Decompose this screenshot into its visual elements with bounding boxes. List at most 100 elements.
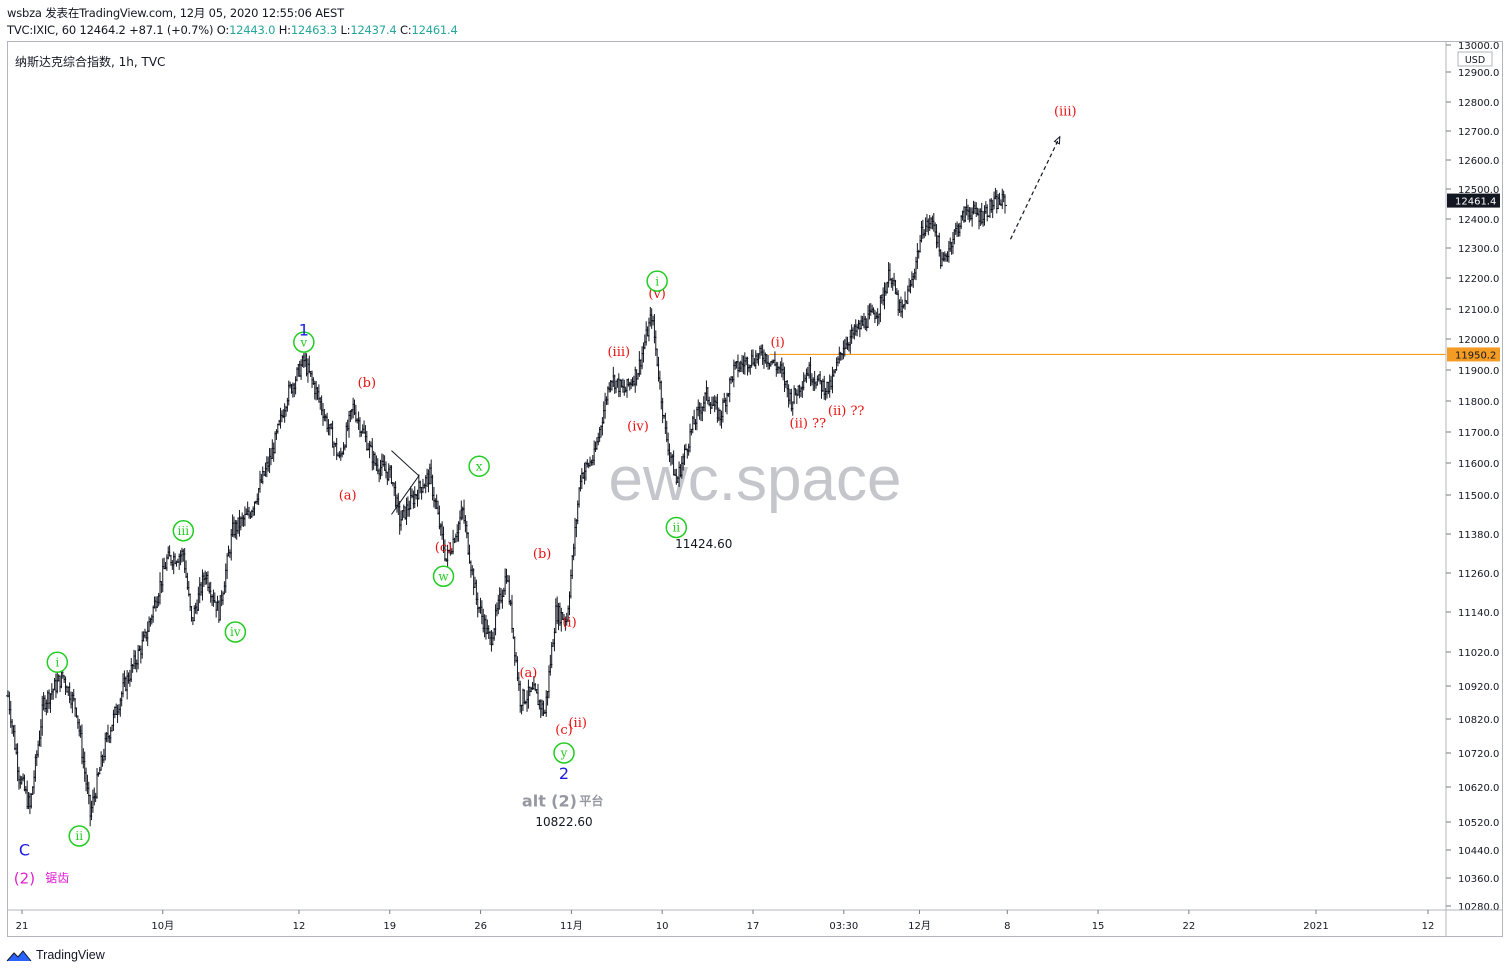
wave-label-text: i bbox=[655, 274, 659, 288]
wave-label-text: 1 bbox=[299, 321, 309, 340]
wave-label-text: y bbox=[560, 746, 568, 760]
y-tick-label: 11380.0 bbox=[1458, 530, 1499, 541]
wave-label: (a) bbox=[519, 666, 537, 681]
wave-label: (b) bbox=[358, 376, 376, 391]
wave-label-text: (ii) ?? bbox=[828, 404, 865, 419]
ohlc-bar bbox=[1003, 194, 1008, 214]
wave-label: i bbox=[646, 270, 668, 292]
wave-label: ii bbox=[68, 825, 90, 847]
wave-label-text: 10822.60 bbox=[535, 815, 592, 829]
y-tick-label: 12800.0 bbox=[1458, 98, 1499, 109]
wave-label: ii bbox=[665, 516, 688, 539]
y-tick-label: 13000.0 bbox=[1458, 41, 1499, 52]
y-tick-label: 11260.0 bbox=[1458, 569, 1499, 580]
wave-label-text: 11424.60 bbox=[675, 537, 732, 551]
wave-label: (c) bbox=[555, 723, 572, 738]
x-tick-label: 17 bbox=[747, 921, 760, 932]
level-price-tag bbox=[1447, 347, 1500, 362]
wave-label: w bbox=[432, 565, 455, 587]
wave-label: (b) bbox=[533, 547, 551, 562]
y-tick-label: 12300.0 bbox=[1458, 244, 1499, 255]
x-tick-label: 10月 bbox=[151, 920, 174, 932]
wave-label-circle bbox=[293, 331, 315, 353]
wave-label-text: alt bbox=[522, 792, 546, 811]
wave-label-text: (b) bbox=[533, 547, 551, 562]
x-tick-label: 26 bbox=[474, 921, 487, 932]
low-label: L: bbox=[340, 23, 351, 37]
last-price-tag bbox=[1447, 193, 1500, 208]
x-tick-label: 12 bbox=[1422, 921, 1435, 932]
wave-label: (ii) ?? bbox=[790, 416, 827, 431]
wave-label-text: (iv) bbox=[627, 419, 649, 434]
chart-panel[interactable] bbox=[7, 41, 1503, 937]
wave-label-text: 锯齿 bbox=[45, 870, 69, 885]
wave-label: x bbox=[468, 455, 490, 477]
wave-label-text: (iii) bbox=[1054, 104, 1077, 119]
wave-label-text: (c) bbox=[435, 541, 452, 556]
close-value: 12461.4 bbox=[411, 23, 458, 37]
last-price-label: 12461.4 bbox=[1455, 197, 1496, 208]
close-label: C: bbox=[399, 23, 412, 37]
wave-label: (2) bbox=[14, 869, 35, 887]
wave-label-circle bbox=[172, 520, 195, 542]
footer-brand-label: TradingView bbox=[36, 948, 105, 962]
x-tick-label: 12 bbox=[293, 921, 306, 932]
high-label: H: bbox=[278, 23, 291, 37]
watermark: ewc.space bbox=[609, 445, 902, 514]
wave-label-text: i bbox=[55, 655, 59, 669]
wave-label: 1 bbox=[299, 321, 309, 340]
wave-label-text: (a) bbox=[519, 666, 537, 681]
y-tick-label: 12100.0 bbox=[1458, 305, 1499, 316]
x-tick-label: 22 bbox=[1183, 921, 1196, 932]
x-tick-label: 10 bbox=[656, 921, 669, 932]
wave-label: 2 bbox=[559, 764, 569, 783]
wave-label: i bbox=[46, 651, 69, 673]
footer-brand[interactable]: TradingView bbox=[6, 945, 105, 965]
wave-label-circle bbox=[224, 621, 247, 643]
wave-label-text: ii bbox=[672, 521, 680, 535]
y-tick-label: 11500.0 bbox=[1458, 491, 1499, 502]
open-label: O: bbox=[216, 23, 230, 37]
wave-label-circle bbox=[553, 742, 575, 764]
wave-label-text: (c) bbox=[555, 723, 572, 738]
wave-label-text: C bbox=[19, 841, 30, 860]
price-axis[interactable]: 13000.0 12900.0 12800.0 12700.0 12600.0 12500… bbox=[1445, 41, 1500, 937]
y-tick-label: 10720.0 bbox=[1458, 749, 1499, 760]
wave-label-text: (ii) ?? bbox=[790, 416, 827, 431]
wave-label: iii bbox=[172, 520, 195, 542]
wave-label-text: (b) bbox=[358, 376, 376, 391]
wave-label-text: (iii) bbox=[607, 345, 630, 360]
high-value: 12463.3 bbox=[290, 23, 337, 37]
wave-label-text: w bbox=[438, 569, 449, 583]
wave-label: 10822.60 bbox=[535, 815, 592, 829]
wave-label: 11424.60 bbox=[675, 537, 732, 551]
change-value: +87.1 (+0.7%) bbox=[129, 23, 214, 37]
wave-label-text: (2) bbox=[551, 792, 577, 811]
wave-label-text: 2 bbox=[559, 764, 569, 783]
x-tick-label: 2021 bbox=[1303, 921, 1328, 932]
horizontal-level[interactable]: 11950.2 bbox=[769, 347, 1500, 362]
projection-arrow-head bbox=[1053, 135, 1061, 145]
projection-arrow bbox=[1009, 136, 1061, 240]
ohlc-readout: TVC:IXIC, 60 12464.2 +87.1 (+0.7%) O:124… bbox=[7, 23, 458, 37]
wave-label: (ii) ?? bbox=[828, 404, 865, 419]
y-tick-label: 10620.0 bbox=[1458, 783, 1499, 794]
wave-label: (2) bbox=[551, 792, 577, 811]
level-price-label: 11950.2 bbox=[1455, 350, 1496, 361]
wave-label-circle bbox=[665, 516, 688, 539]
y-tick-label: 12500.0 bbox=[1458, 185, 1499, 196]
wave-label-text: (i) bbox=[771, 336, 785, 351]
symbol-label: TVC:IXIC, 60 bbox=[7, 23, 77, 37]
y-tick-label: 12900.0 bbox=[1458, 68, 1499, 79]
wave-label: (i) bbox=[562, 616, 576, 631]
y-tick-label: 11800.0 bbox=[1458, 397, 1499, 408]
x-tick-label: 8 bbox=[1004, 921, 1010, 932]
time-axis[interactable]: 21 10月 12 19 26 11月 10 17 03:30 12月 8 15 22 2021 12 bbox=[8, 909, 1503, 932]
open-value: 12443.0 bbox=[229, 23, 276, 37]
currency-label: USD bbox=[1465, 55, 1485, 66]
chart-legend-title: 纳斯达克综合指数, 1h, TVC bbox=[15, 54, 165, 69]
y-tick-label: 11700.0 bbox=[1458, 428, 1499, 439]
x-tick-label: 19 bbox=[383, 921, 396, 932]
y-tick-label: 10440.0 bbox=[1458, 846, 1499, 857]
